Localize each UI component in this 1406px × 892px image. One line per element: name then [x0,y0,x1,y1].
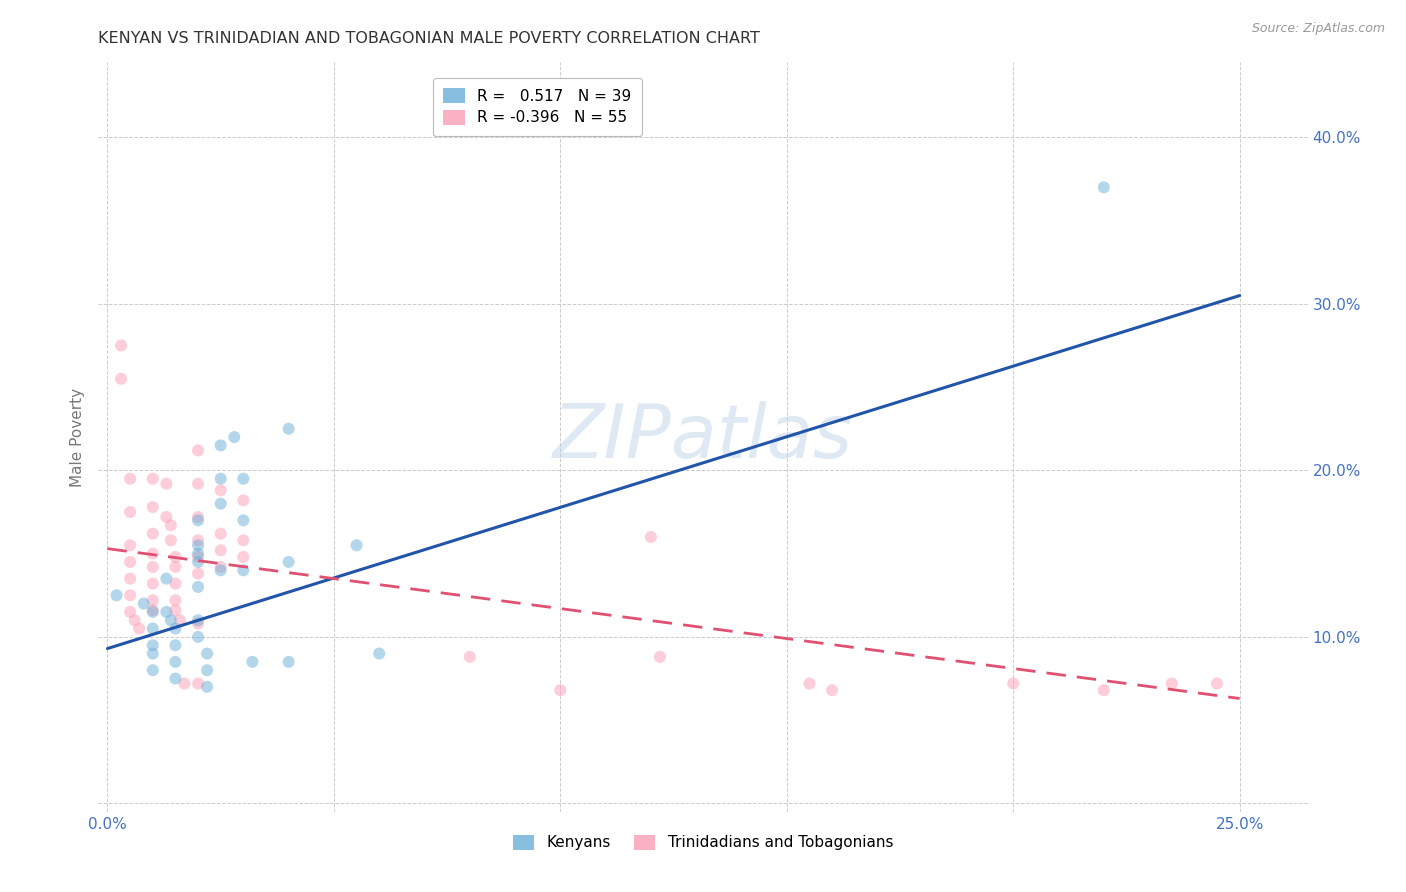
Point [165,655,187,669]
Point [120,605,142,619]
Point [209,483,232,498]
Point [195,663,218,677]
Point [155,510,177,524]
Point [142,500,165,514]
Point [160,518,183,533]
Point [120,472,142,486]
Point [142,593,165,607]
Point [187,538,209,552]
Point [120,555,142,569]
Point [187,510,209,524]
Point [187,566,209,581]
Point [187,533,209,548]
Point [173,676,195,690]
Point [142,605,165,619]
Point [187,476,209,491]
Legend: Kenyans, Trinidadians and Tobagonians: Kenyans, Trinidadians and Tobagonians [508,829,898,856]
Point [209,472,232,486]
Point [209,560,232,574]
Point [142,663,165,677]
Point [368,647,391,661]
Point [165,622,187,636]
Point [187,580,209,594]
Point [165,576,187,591]
Point [165,593,187,607]
Point [169,613,191,627]
Point [165,549,187,564]
Point [187,555,209,569]
Point [187,616,209,631]
Point [232,493,254,508]
Point [165,560,187,574]
Point [142,622,165,636]
Point [160,533,183,548]
Point [120,538,142,552]
Point [458,649,481,664]
Point [209,438,232,452]
Point [209,497,232,511]
Point [142,603,165,617]
Point [155,605,177,619]
Point [142,576,165,591]
Point [1206,676,1229,690]
Point [1002,676,1025,690]
Point [232,549,254,564]
Text: Source: ZipAtlas.com: Source: ZipAtlas.com [1251,22,1385,36]
Point [277,555,299,569]
Point [187,547,209,561]
Point [277,655,299,669]
Point [1160,676,1182,690]
Point [165,672,187,686]
Point [142,526,165,541]
Point [1092,683,1115,698]
Point [232,533,254,548]
Point [110,372,132,386]
Point [195,647,218,661]
Point [209,563,232,577]
Point [110,338,132,352]
Point [224,430,246,444]
Point [187,613,209,627]
Point [142,547,165,561]
Point [821,683,844,698]
Point [132,597,155,611]
Point [799,676,821,690]
Point [142,647,165,661]
Point [242,655,264,669]
Point [1092,180,1115,194]
Point [128,622,150,636]
Point [187,676,209,690]
Point [155,476,177,491]
Point [648,649,671,664]
Point [346,538,368,552]
Point [209,526,232,541]
Point [550,683,572,698]
Point [124,613,146,627]
Point [165,603,187,617]
Point [187,443,209,458]
Point [142,638,165,652]
Point [160,613,183,627]
Point [187,630,209,644]
Y-axis label: Male Poverty: Male Poverty [70,387,86,487]
Point [640,530,662,544]
Point [195,680,218,694]
Point [120,572,142,586]
Point [142,560,165,574]
Point [165,638,187,652]
Point [142,472,165,486]
Text: KENYAN VS TRINIDADIAN AND TOBAGONIAN MALE POVERTY CORRELATION CHART: KENYAN VS TRINIDADIAN AND TOBAGONIAN MAL… [98,31,761,46]
Point [232,472,254,486]
Point [120,505,142,519]
Point [120,588,142,602]
Point [187,513,209,527]
Point [209,543,232,558]
Point [155,572,177,586]
Point [232,563,254,577]
Point [105,588,128,602]
Point [187,549,209,564]
Point [277,422,299,436]
Text: ZIPatlas: ZIPatlas [553,401,853,473]
Point [232,513,254,527]
